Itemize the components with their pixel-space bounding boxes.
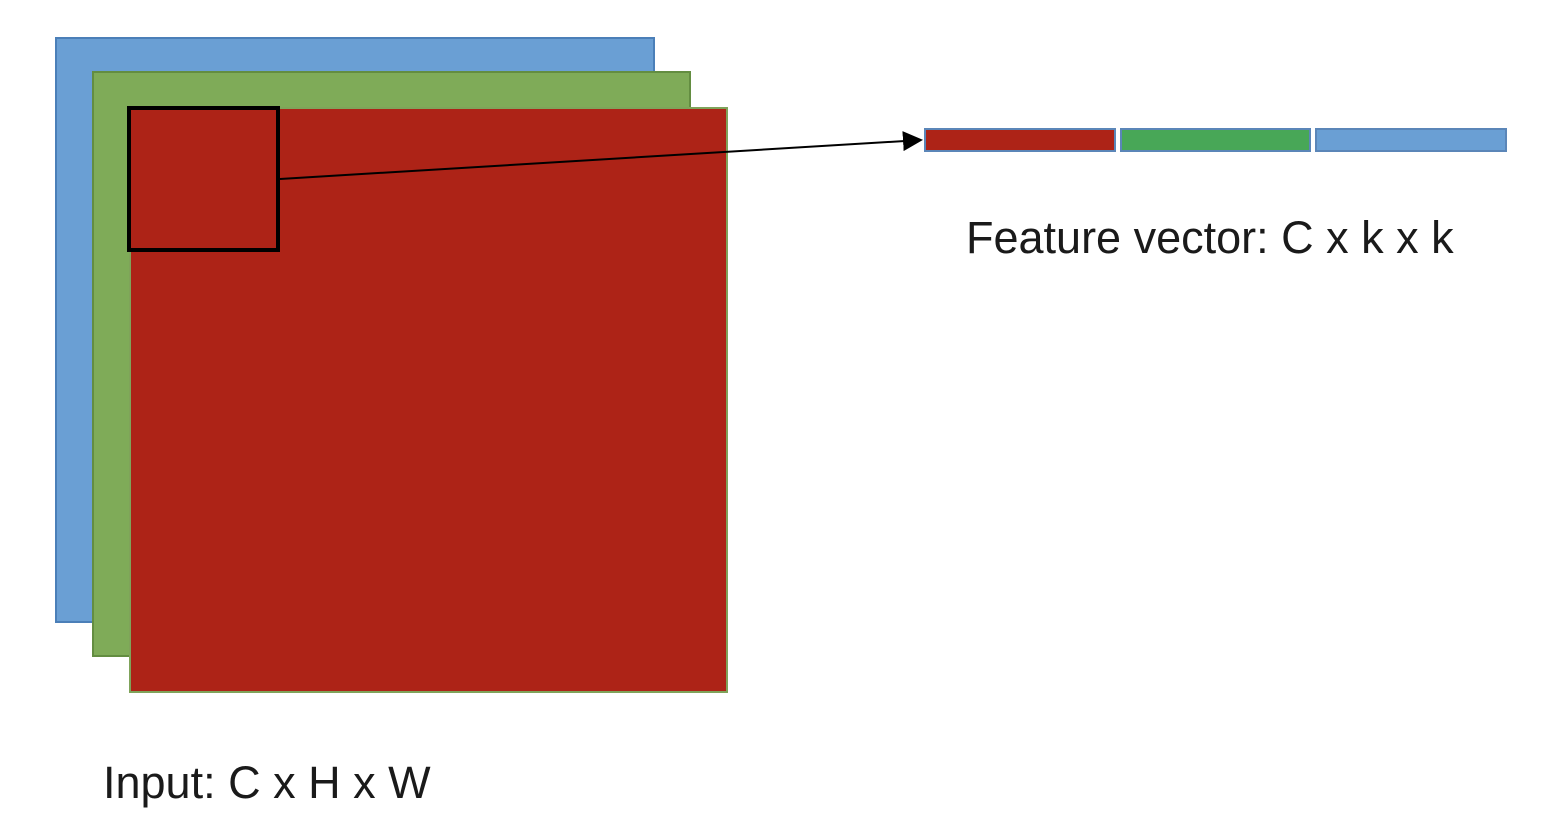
feature-vector-caption: Feature vector: C x k x k — [966, 215, 1454, 260]
feature-segment-red — [924, 128, 1116, 152]
feature-segment-green — [1120, 128, 1312, 152]
feature-segment-blue — [1315, 128, 1507, 152]
kernel-window — [127, 106, 280, 252]
feature-vector — [924, 128, 1507, 152]
input-caption: Input: C x H x W — [103, 760, 431, 805]
